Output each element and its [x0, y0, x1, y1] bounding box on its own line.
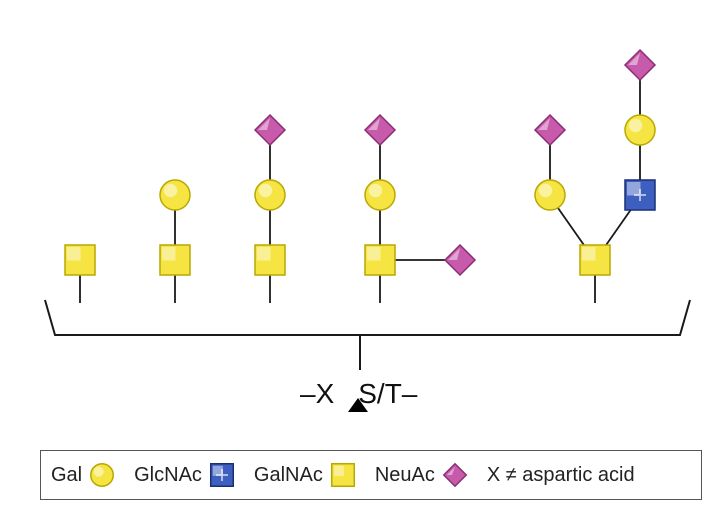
gal-icon: [88, 461, 116, 489]
glcnac-node: [211, 464, 234, 487]
legend-item-glcnac: GlcNAc: [134, 461, 236, 489]
legend-label: GalNAc: [254, 464, 323, 487]
glycosidic-bond: [558, 208, 586, 248]
glycosidic-bond: [604, 208, 632, 248]
galnac-node: [255, 245, 285, 275]
gal-node: [160, 180, 190, 210]
glycan-diagram-svg: [0, 0, 720, 520]
galnac-node: [580, 245, 610, 275]
galnac-icon: [329, 461, 357, 489]
sequence-right: S/T–: [358, 378, 417, 409]
gal-node: [625, 115, 655, 145]
gal-node: [535, 180, 565, 210]
neuac-node: [535, 115, 565, 145]
legend-label: NeuAc: [375, 464, 435, 487]
legend-item-galnac: GalNAc: [254, 461, 357, 489]
neuac-node: [625, 50, 655, 80]
legend-item-gal: Gal: [51, 461, 116, 489]
neuac-node: [365, 115, 395, 145]
glcnac-icon: [208, 461, 236, 489]
gal-node: [255, 180, 285, 210]
legend-label: GlcNAc: [134, 464, 202, 487]
legend-label: X ≠ aspartic acid: [487, 464, 635, 487]
neuac-node: [444, 464, 467, 487]
gal-node: [365, 180, 395, 210]
protein-backbone-bracket: [45, 300, 690, 370]
sequence-left: –X: [300, 378, 334, 409]
galnac-node: [332, 464, 355, 487]
legend-item-note: X ≠ aspartic acid: [487, 464, 635, 487]
legend-label: Gal: [51, 464, 82, 487]
consensus-sequence: –X S/T–: [300, 378, 417, 410]
neuac-icon: [441, 461, 469, 489]
galnac-node: [365, 245, 395, 275]
legend-item-neuac: NeuAc: [375, 461, 469, 489]
galnac-node: [160, 245, 190, 275]
neuac-node: [445, 245, 475, 275]
gal-node: [91, 464, 114, 487]
galnac-node: [65, 245, 95, 275]
glcnac-node: [625, 180, 655, 210]
neuac-node: [255, 115, 285, 145]
legend-box: Gal GlcNAc GalNAc NeuAc X ≠ aspartic acid: [40, 450, 702, 500]
